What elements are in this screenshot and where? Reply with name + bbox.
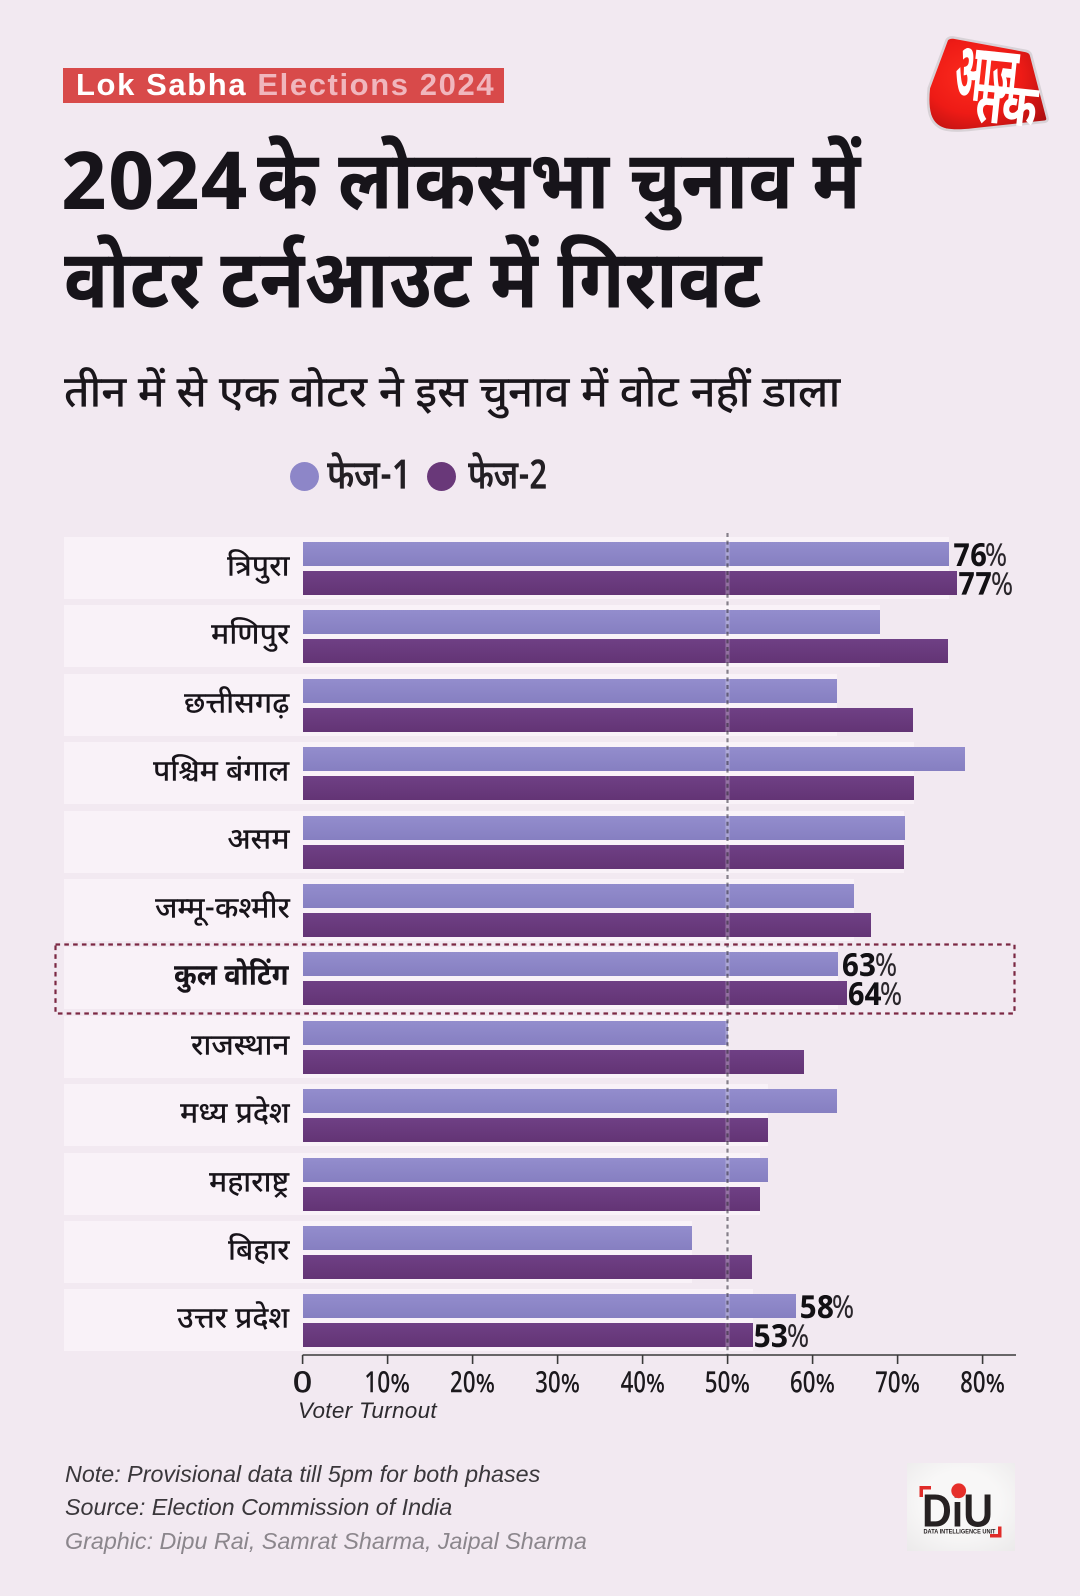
svg-text:DATA INTELLIGENCE UNIT: DATA INTELLIGENCE UNIT [924, 1528, 996, 1535]
